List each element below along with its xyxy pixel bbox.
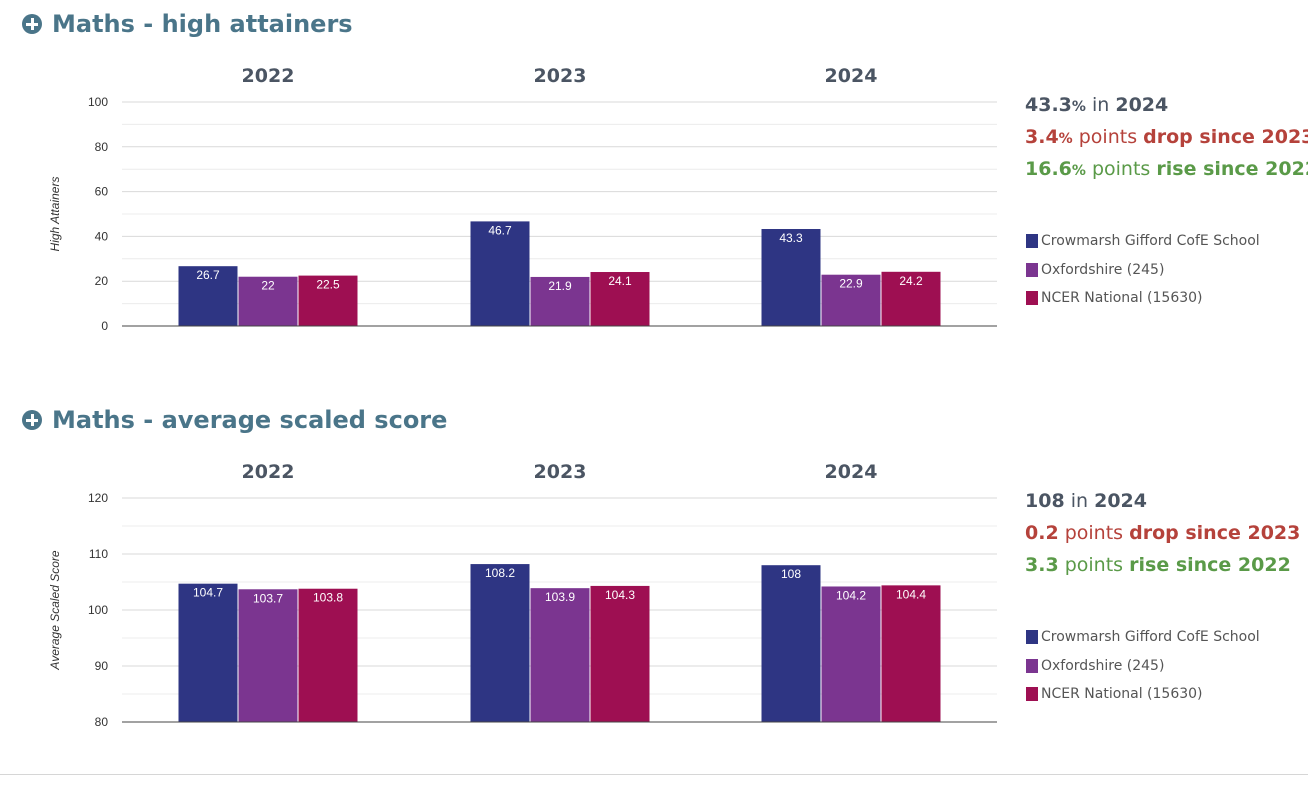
bar-value-label: 22 <box>261 279 275 293</box>
section-title: Maths - high attainers <box>52 10 353 38</box>
high-attainers-chart: 0 20 40 60 80 100 High Attainers 2022 2023 2024 26… <box>48 65 997 333</box>
category-label: 2022 <box>242 461 295 483</box>
bar[interactable] <box>590 585 650 722</box>
legend-label: Oxfordshire (245) <box>1041 657 1165 674</box>
category-label: 2023 <box>534 461 587 483</box>
bar[interactable] <box>298 275 358 326</box>
summary-stats: 43.3% in 2024 3.4% points drop since 202… <box>1025 92 1308 188</box>
category-label: 2024 <box>825 65 878 87</box>
bar[interactable] <box>470 221 530 326</box>
y-tick-label: 100 <box>88 95 108 109</box>
bar-value-label: 22.5 <box>316 278 340 292</box>
bar-value-label: 21.9 <box>548 279 572 293</box>
expand-plus-icon[interactable] <box>22 14 42 34</box>
bar[interactable] <box>530 276 590 326</box>
chart-legend: Crowmarsh Gifford CofE School Oxfordshir… <box>1026 227 1260 313</box>
bar-value-label: 46.7 <box>488 223 512 237</box>
bar[interactable] <box>178 266 238 326</box>
legend-swatch <box>1026 262 1038 277</box>
y-tick-label: 0 <box>101 319 108 333</box>
legend-item-oxfordshire[interactable]: Oxfordshire (245) <box>1026 652 1260 681</box>
section-high-attainers: Maths - high attainers 0 20 40 60 80 100 High … <box>0 0 1308 390</box>
change-since-2022: 3.3 points rise since 2022 <box>1025 554 1291 576</box>
y-axis-title: Average Scaled Score <box>48 550 62 671</box>
bar-value-label: 104.2 <box>836 588 866 602</box>
section-header-toggle[interactable]: Maths - high attainers <box>22 10 353 38</box>
legend-swatch <box>1026 630 1038 645</box>
bar-value-label: 26.7 <box>196 268 220 282</box>
bar-value-label: 24.2 <box>899 274 923 288</box>
change-since-2022: 16.6% points rise since 2022 <box>1025 158 1308 180</box>
section-header-toggle[interactable]: Maths - average scaled score <box>22 406 447 434</box>
legend-label: NCER National (15630) <box>1041 686 1203 703</box>
headline-stat: 108 in 2024 <box>1025 490 1147 512</box>
bar-value-label: 103.9 <box>545 590 575 604</box>
average-scaled-score-chart: 80 90 100 110 120 Average Scaled Score 2022 202… <box>48 461 997 729</box>
legend-item-national[interactable]: NCER National (15630) <box>1026 680 1260 709</box>
bar-value-label: 104.3 <box>605 588 635 602</box>
bar[interactable] <box>881 585 941 722</box>
headline-stat: 43.3% in 2024 <box>1025 94 1169 116</box>
section-average-scaled-score: Maths - average scaled score 80 90 100 110 1… <box>0 396 1308 786</box>
bar-value-label: 22.9 <box>839 277 863 291</box>
expand-plus-icon[interactable] <box>22 410 42 430</box>
bar[interactable] <box>761 229 821 326</box>
legend-swatch <box>1026 234 1038 249</box>
bar-value-label: 43.3 <box>779 231 803 245</box>
y-tick-label: 80 <box>95 715 109 729</box>
bar-value-label: 108.2 <box>485 566 515 580</box>
legend-item-national[interactable]: NCER National (15630) <box>1026 284 1260 313</box>
bar[interactable] <box>238 276 298 326</box>
bar-value-label: 104.4 <box>896 587 926 601</box>
bar[interactable] <box>881 271 941 326</box>
legend-label: Crowmarsh Gifford CofE School <box>1041 233 1260 250</box>
category-label: 2022 <box>242 65 295 87</box>
legend-swatch <box>1026 291 1038 306</box>
y-tick-label: 120 <box>88 491 108 505</box>
bar[interactable] <box>530 588 590 722</box>
change-since-2023: 0.2 points drop since 2023 <box>1025 522 1301 544</box>
bar-value-label: 104.7 <box>193 586 223 600</box>
bar[interactable] <box>238 589 298 722</box>
bar[interactable] <box>821 274 881 326</box>
y-tick-label: 40 <box>95 229 109 243</box>
category-label: 2023 <box>534 65 587 87</box>
legend-label: Oxfordshire (245) <box>1041 261 1165 278</box>
chart-legend: Crowmarsh Gifford CofE School Oxfordshir… <box>1026 623 1260 709</box>
legend-item-school[interactable]: Crowmarsh Gifford CofE School <box>1026 227 1260 256</box>
y-tick-label: 60 <box>95 185 109 199</box>
bar[interactable] <box>761 565 821 722</box>
bar[interactable] <box>178 583 238 722</box>
bar-value-label: 24.1 <box>608 274 632 288</box>
legend-swatch <box>1026 687 1038 702</box>
legend-item-school[interactable]: Crowmarsh Gifford CofE School <box>1026 623 1260 652</box>
section-title: Maths - average scaled score <box>52 406 448 434</box>
bar[interactable] <box>298 588 358 722</box>
legend-item-oxfordshire[interactable]: Oxfordshire (245) <box>1026 256 1260 285</box>
y-tick-label: 100 <box>88 603 108 617</box>
category-label: 2024 <box>825 461 878 483</box>
page-divider <box>0 774 1308 775</box>
legend-swatch <box>1026 658 1038 673</box>
y-tick-label: 110 <box>89 547 108 561</box>
change-since-2023: 3.4% points drop since 2023 <box>1025 126 1308 148</box>
bar-value-label: 103.8 <box>313 591 343 605</box>
bar[interactable] <box>470 564 530 722</box>
bar[interactable] <box>821 586 881 722</box>
y-axis-title: High Attainers <box>48 177 62 252</box>
y-tick-label: 90 <box>95 659 109 673</box>
bar-value-label: 103.7 <box>253 591 283 605</box>
y-tick-label: 80 <box>95 140 109 154</box>
legend-label: NCER National (15630) <box>1041 290 1203 307</box>
bar[interactable] <box>590 272 650 326</box>
bar-value-label: 108 <box>781 567 801 581</box>
summary-stats: 108 in 2024 0.2 points drop since 2023 3… <box>1025 488 1300 584</box>
legend-label: Crowmarsh Gifford CofE School <box>1041 629 1260 646</box>
y-tick-label: 20 <box>95 274 109 288</box>
